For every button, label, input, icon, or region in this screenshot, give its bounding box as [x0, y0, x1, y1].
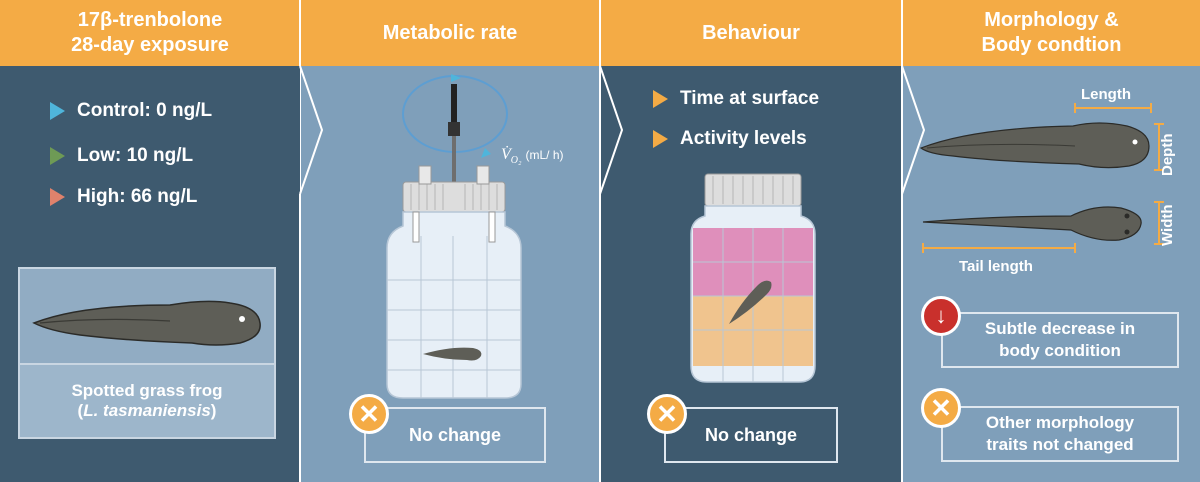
species-scientific-name: (L. tasmaniensis) — [77, 401, 217, 420]
morphology-header: Morphology & Body condtion — [903, 0, 1200, 66]
species-common-name: Spotted grass frog — [71, 381, 223, 400]
treatment-high: High: 66 ng/L — [50, 186, 197, 208]
triangle-icon — [50, 188, 65, 206]
metabolic-header: Metabolic rate — [301, 0, 599, 66]
triangle-icon — [50, 102, 65, 120]
triangle-icon — [50, 147, 65, 165]
treatment-control-label: Control: 0 ng/L — [77, 100, 213, 121]
triangle-icon — [653, 130, 668, 148]
tadpole-illustration — [32, 300, 261, 346]
behaviour-result-label: No change — [704, 424, 797, 445]
other-traits-result: Other morphology traits not changed — [941, 406, 1179, 462]
body-condition-result-label: Subtle decrease in body condition — [984, 319, 1136, 360]
behaviour-header: Behaviour — [601, 0, 901, 66]
triangle-icon — [653, 90, 668, 108]
metabolic-result-label: No change — [408, 424, 501, 445]
behaviour-result: No change — [665, 408, 837, 462]
species-card: Spotted grass frog (L. tasmaniensis) — [18, 267, 276, 439]
morphology-title-line1: Morphology & — [984, 9, 1119, 31]
no-change-icon: ✕ — [921, 388, 961, 428]
morphology-panel: Morphology & Body condtion Length Depth … — [903, 0, 1200, 482]
vo2-symbol: V̇ — [501, 146, 511, 163]
behaviour-jar-illustration — [664, 173, 838, 463]
metabolic-panel: Metabolic rate V̇O₂ (mL/ h) — [301, 0, 599, 482]
species-sci-italic: L. tasmaniensis — [83, 401, 211, 420]
behaviour-item-activity: Activity levels — [653, 128, 807, 150]
metabolic-title: Metabolic rate — [382, 21, 518, 44]
length-label: Length — [1081, 86, 1131, 103]
behaviour-panel: Behaviour Time at surface Activity level… — [601, 0, 901, 482]
decrease-arrow-icon: ↓ — [921, 296, 961, 336]
width-label: Width — [1159, 204, 1176, 246]
treatment-low-label: Low: 10 ng/L — [77, 145, 194, 166]
vo2-subscript: O₂ — [510, 155, 522, 167]
treatment-high-label: High: 66 ng/L — [77, 186, 198, 207]
behaviour-item-activity-label: Activity levels — [680, 128, 807, 149]
exposure-header: 17β-trenbolone 28-day exposure — [0, 0, 300, 66]
vo2-label: V̇O₂ (mL/ h) — [501, 146, 564, 166]
behaviour-item-surface: Time at surface — [653, 88, 819, 110]
exposure-title-line2: 28-day exposure — [71, 34, 229, 56]
behaviour-item-surface-label: Time at surface — [680, 88, 820, 109]
tail-length-label: Tail length — [959, 258, 1033, 275]
behaviour-title: Behaviour — [702, 21, 800, 44]
vo2-unit: (mL/ h) — [525, 148, 564, 162]
exposure-panel: 17β-trenbolone 28-day exposure Control: … — [0, 0, 300, 482]
morphology-measurements-illustration — [919, 103, 1164, 253]
species-label-box: Spotted grass frog (L. tasmaniensis) — [20, 363, 274, 437]
no-change-icon: ✕ — [647, 394, 687, 434]
no-change-icon: ✕ — [349, 394, 389, 434]
treatment-control: Control: 0 ng/L — [50, 100, 212, 122]
other-traits-result-label: Other morphology traits not changed — [985, 413, 1135, 454]
morphology-title-line2: Body condtion — [981, 34, 1122, 56]
depth-label: Depth — [1159, 133, 1176, 177]
respirometry-jar-illustration — [364, 74, 546, 463]
treatment-low: Low: 10 ng/L — [50, 145, 193, 167]
body-condition-result: Subtle decrease in body condition — [941, 312, 1179, 368]
exposure-title-line1: 17β-trenbolone — [77, 9, 223, 31]
metabolic-result: No change — [365, 408, 545, 462]
